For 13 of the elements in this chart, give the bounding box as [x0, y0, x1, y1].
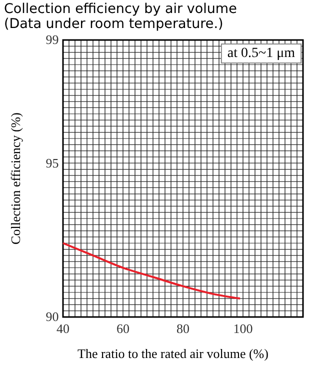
y-tick-label: 95 — [46, 155, 59, 170]
x-tick-label: 60 — [116, 321, 130, 336]
x-axis-title: The ratio to the rated air volume (%) — [78, 346, 268, 361]
x-tick-label: 40 — [56, 321, 70, 336]
line-series — [62, 242, 241, 300]
y-tick-label: 90 — [46, 309, 59, 324]
y-axis-title: Collection efficiency (%) — [8, 112, 23, 244]
chart-title: Collection efficiency by air volume — [4, 1, 237, 17]
x-tick-label: 100 — [233, 321, 253, 336]
y-tick-label: 99 — [46, 32, 59, 48]
annotation: at 0.5~1 μm — [227, 46, 296, 61]
chart-subtitle: (Data under room temperature.) — [4, 16, 224, 32]
x-tick-label: 80 — [176, 321, 190, 336]
